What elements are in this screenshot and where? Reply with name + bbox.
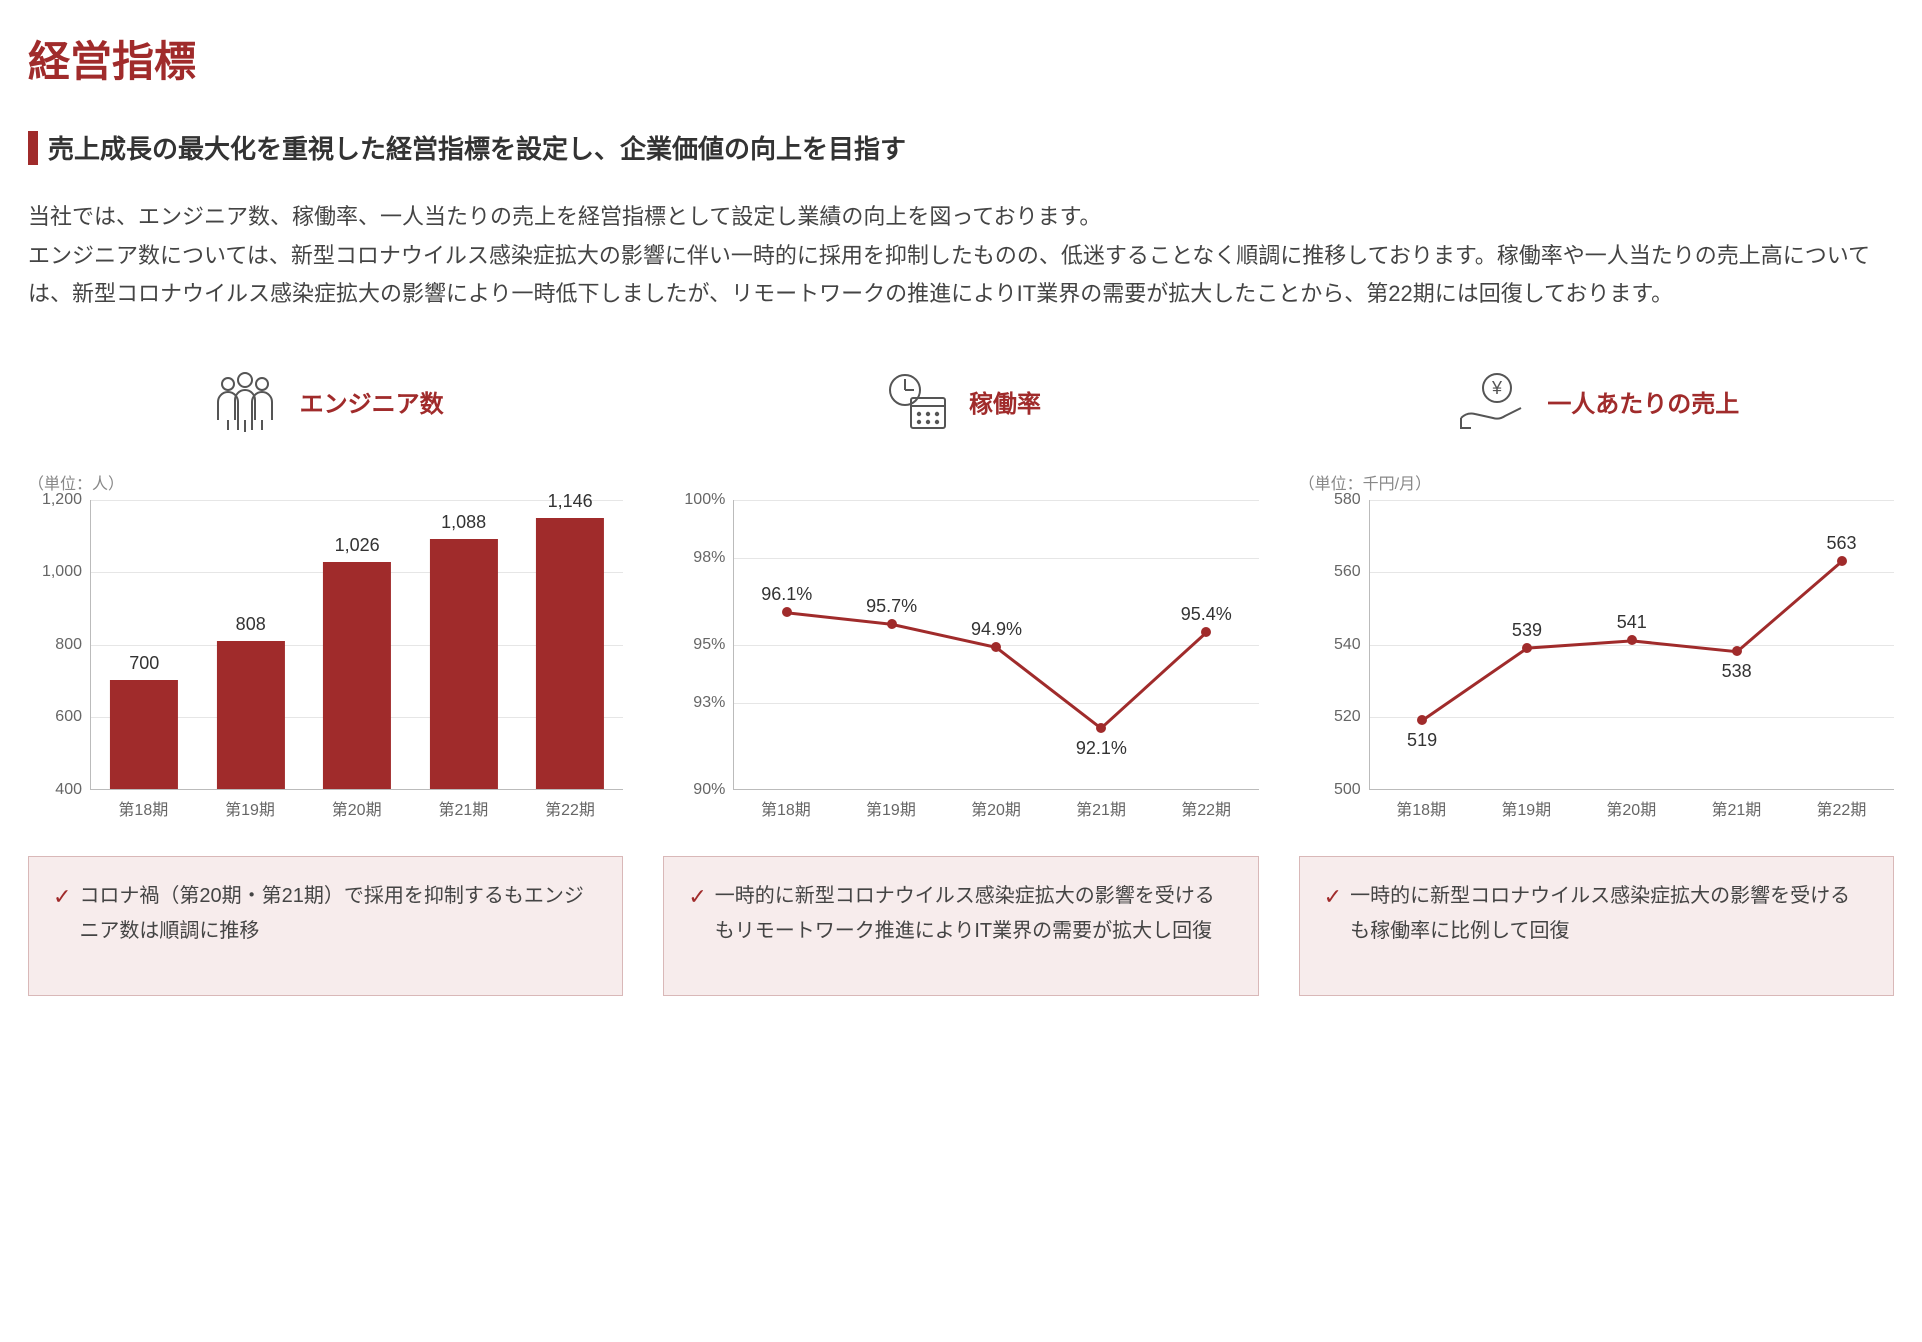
panel-engineers-note-box: ✓ コロナ禍（第20期・第21期）で採用を抑制するもエンジニア数は順調に推移 [28,856,623,996]
panel-utilization-note-box: ✓ 一時的に新型コロナウイルス感染症拡大の影響を受けるもリモートワーク推進により… [663,856,1258,996]
panel-engineers-head: エンジニア数 [28,362,623,442]
panel-revenue-note-box: ✓ 一時的に新型コロナウイルス感染症拡大の影響を受けるも稼働率に比例して回復 [1299,856,1894,996]
panel-engineers-unit: （単位：人） [28,470,623,490]
revenue-chart: 500520540560580 519539541538563第18期第19期第… [1299,500,1894,820]
check-icon: ✓ [53,879,71,949]
yen-hand-icon: ¥ [1453,370,1529,434]
panel-engineers-title: エンジニア数 [300,384,444,419]
people-icon [208,370,282,434]
panel-engineers-note: コロナ禍（第20期・第21期）で採用を抑制するもエンジニア数は順調に推移 [79,879,598,949]
subheading-text: 売上成長の最大化を重視した経営指標を設定し、企業価値の向上を目指す [48,129,906,166]
panel-revenue: ¥ 一人あたりの売上 （単位：千円/月） 500520540560580 519… [1299,362,1894,996]
panel-revenue-head: ¥ 一人あたりの売上 [1299,362,1894,442]
panel-utilization-head: 稼働率 [663,362,1258,442]
panel-revenue-note: 一時的に新型コロナウイルス感染症拡大の影響を受けるも稼働率に比例して回復 [1350,879,1869,949]
body-paragraph: 当社では、エンジニア数、稼働率、一人当たりの売上を経営指標として設定し業績の向上… [28,198,1894,314]
subheading-row: 売上成長の最大化を重視した経営指標を設定し、企業価値の向上を目指す [28,129,1894,166]
panel-revenue-title: 一人あたりの売上 [1547,384,1739,419]
check-icon: ✓ [1324,879,1342,949]
panel-utilization: 稼働率 90%93%95%98%100% 96.1%95.7%94.9%92.1… [663,362,1258,996]
subheading-accent-bar [28,131,38,165]
clock-calendar-icon [881,370,951,434]
panel-engineers: エンジニア数 （単位：人） 4006008001,0001,200 700 80… [28,362,623,996]
panel-utilization-unit [663,470,1258,490]
svg-text:¥: ¥ [1491,378,1503,398]
check-icon: ✓ [688,879,706,949]
engineers-chart: 4006008001,0001,200 700 808 1,026 1,088 … [28,500,623,820]
panel-utilization-note: 一時的に新型コロナウイルス感染症拡大の影響を受けるもリモートワーク推進によりIT… [715,879,1234,949]
panel-utilization-title: 稼働率 [969,384,1041,419]
panels-row: エンジニア数 （単位：人） 4006008001,0001,200 700 80… [28,362,1894,996]
utilization-chart: 90%93%95%98%100% 96.1%95.7%94.9%92.1%95.… [663,500,1258,820]
panel-revenue-unit: （単位：千円/月） [1299,470,1894,490]
page-title: 経営指標 [28,28,1894,89]
